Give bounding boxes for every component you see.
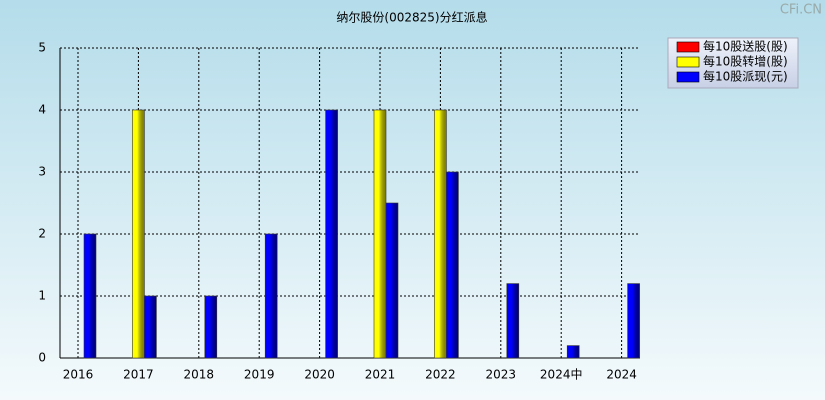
bar-shade bbox=[132, 109, 145, 359]
x-tick-label: 2022 bbox=[425, 368, 456, 382]
x-tick-label: 2023 bbox=[486, 368, 517, 382]
y-tick-label: 4 bbox=[38, 103, 46, 117]
legend-swatch bbox=[676, 56, 700, 68]
bar-shade bbox=[446, 171, 459, 359]
y-tick-label: 0 bbox=[38, 351, 46, 365]
x-tick-label: 2020 bbox=[304, 368, 335, 382]
x-tick-label: 2021 bbox=[365, 368, 396, 382]
x-tick-label: 2024 bbox=[606, 368, 637, 382]
bar-shade bbox=[264, 233, 278, 359]
bar-shade bbox=[144, 295, 157, 359]
bar-shade bbox=[83, 233, 97, 359]
x-tick-label: 2024中 bbox=[540, 367, 583, 382]
chart-title: 纳尔股份(002825)分红派息 bbox=[336, 10, 487, 25]
x-tick-label: 2018 bbox=[184, 368, 215, 382]
bar-shade bbox=[325, 109, 338, 359]
y-tick-label: 3 bbox=[38, 165, 46, 179]
y-tick-label: 2 bbox=[38, 227, 46, 241]
legend-label: 每10股派现(元) bbox=[703, 69, 788, 84]
legend-swatch bbox=[676, 71, 700, 83]
bar-shade bbox=[506, 283, 520, 359]
bar-shade bbox=[434, 109, 447, 359]
x-tick-label: 2017 bbox=[123, 368, 154, 382]
legend-swatch bbox=[676, 41, 700, 53]
bar-shade bbox=[385, 202, 399, 359]
y-tick-label: 5 bbox=[38, 41, 46, 55]
bar-shade bbox=[566, 345, 580, 359]
watermark: CFi.CN bbox=[780, 3, 822, 18]
legend-label: 每10股转增(股) bbox=[703, 54, 788, 69]
bar-shade bbox=[627, 283, 640, 359]
legend: 每10股送股(股)每10股转增(股)每10股派现(元) bbox=[667, 37, 799, 89]
bar-shade bbox=[373, 109, 387, 359]
legend-label: 每10股送股(股) bbox=[703, 39, 788, 54]
x-tick-label: 2016 bbox=[63, 368, 94, 382]
bar-shade bbox=[204, 295, 218, 359]
x-tick-label: 2019 bbox=[244, 368, 275, 382]
y-tick-label: 1 bbox=[38, 289, 46, 303]
